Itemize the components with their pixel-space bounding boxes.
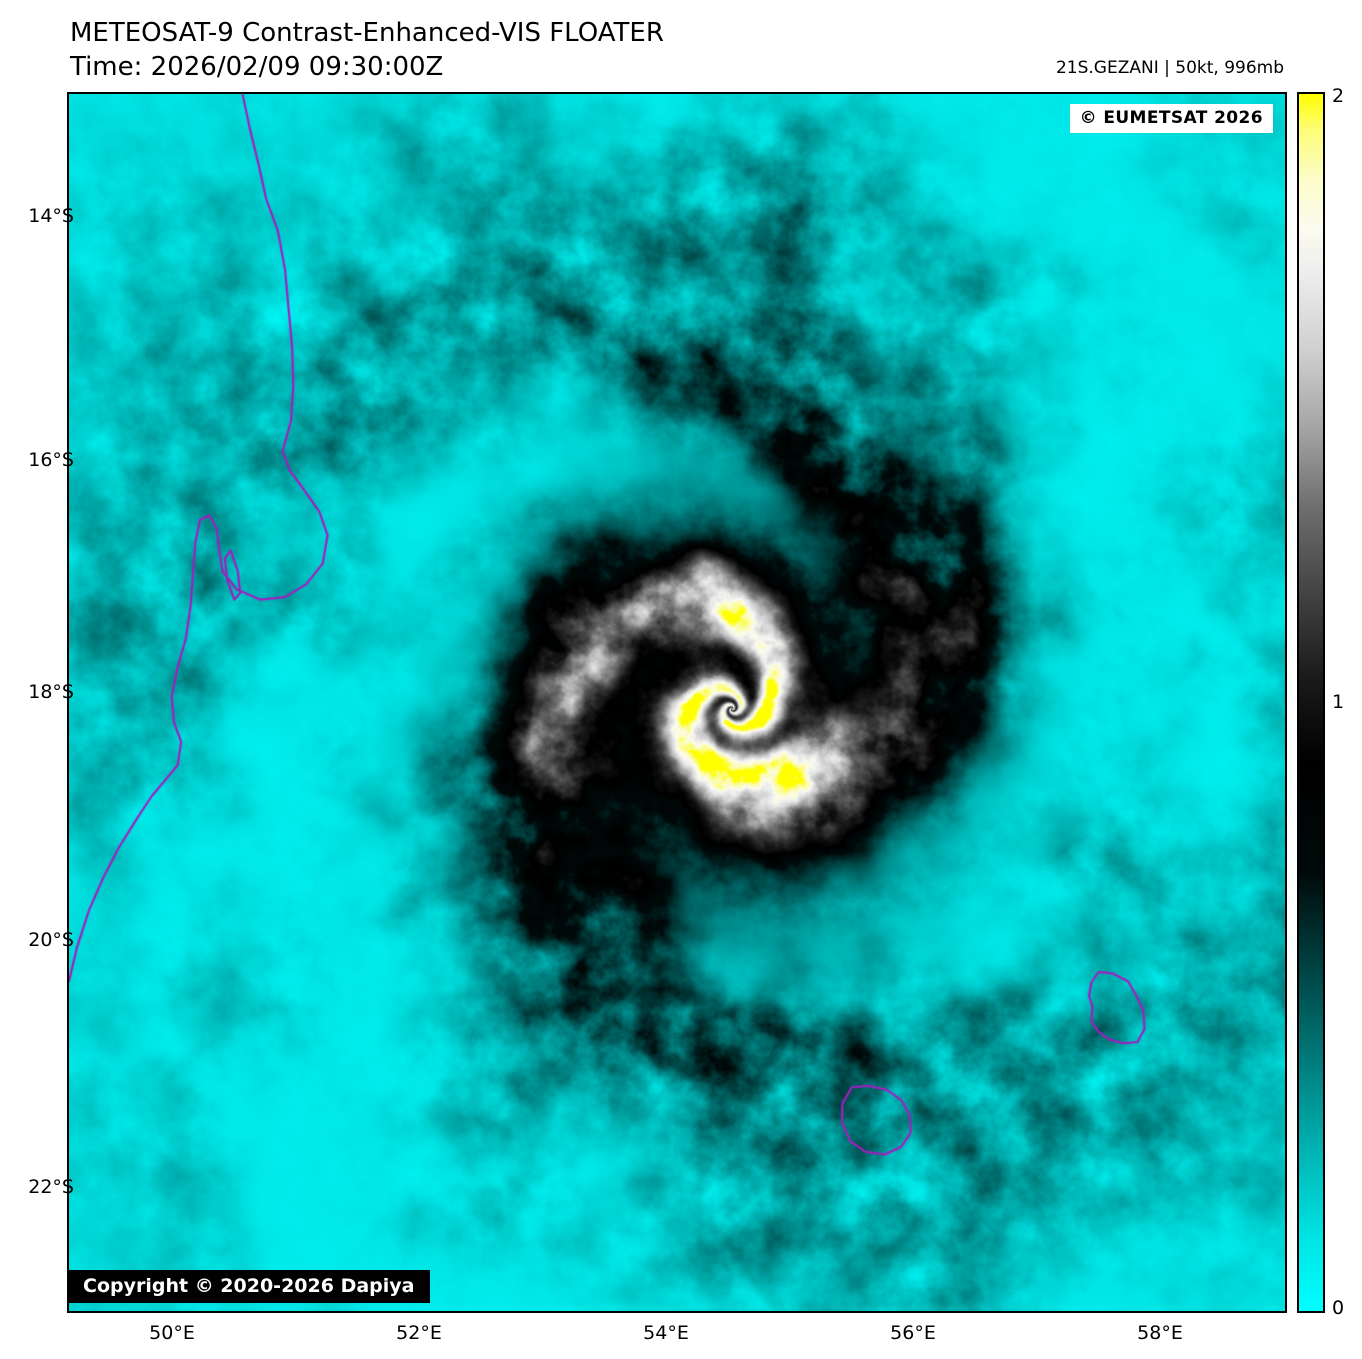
colorbar [1297,92,1325,1313]
title-block: METEOSAT-9 Contrast-Enhanced-VIS FLOATER… [70,16,664,84]
lat-tick-label: 22°S [28,1176,74,1198]
colorbar-tick-label: 1 [1332,691,1345,713]
colorbar-tick-label: 0 [1332,1297,1345,1319]
eumetsat-copyright-badge: © EUMETSAT 2026 [1069,104,1273,133]
lat-tick-label: 20°S [28,929,74,951]
lat-tick-label: 16°S [28,449,74,471]
lat-tick-label: 14°S [28,205,74,227]
satellite-image-plot: © EUMETSAT 2026 Copyright © 2020-2026 Da… [67,92,1287,1313]
lon-tick-label: 58°E [1137,1322,1183,1344]
lat-tick-label: 18°S [28,681,74,703]
storm-info-label: 21S.GEZANI | 50kt, 996mb [1055,58,1284,78]
lon-tick-label: 54°E [643,1322,689,1344]
colorbar-tick-label: 2 [1332,85,1345,107]
lon-tick-label: 52°E [396,1322,442,1344]
lon-tick-label: 56°E [890,1322,936,1344]
dapiya-copyright-bar: Copyright © 2020-2026 Dapiya [69,1270,431,1303]
timestamp-label: Time: 2026/02/09 09:30:00Z [70,52,444,82]
satellite-imagery-canvas [69,94,1285,1311]
page-title: METEOSAT-9 Contrast-Enhanced-VIS FLOATER [70,18,664,48]
lon-tick-label: 50°E [149,1322,195,1344]
